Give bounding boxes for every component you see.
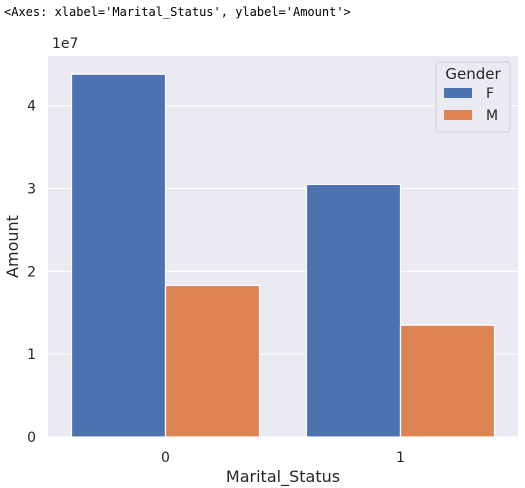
bars	[70, 73, 496, 438]
legend-swatch-F	[444, 88, 472, 98]
legend-title: Gender	[445, 65, 501, 83]
legend: Gender FM	[435, 61, 511, 133]
legend-label-F: F	[486, 86, 494, 102]
bar-M-1	[399, 324, 496, 438]
y-tick-label: 3	[27, 182, 36, 198]
output-repr: <Axes: xlabel='Marital_Status', ylabel='…	[4, 5, 351, 19]
y-tick-label: 2	[27, 264, 36, 280]
bar-F-1	[305, 183, 402, 438]
y-tick-label: 1	[27, 347, 36, 363]
x-tick-label: 1	[396, 450, 405, 466]
y-tick-label: 4	[27, 99, 36, 115]
y-tick-label: 0	[27, 430, 36, 446]
x-tick-label: 0	[161, 450, 170, 466]
x-axis-label: Marital_Status	[226, 467, 340, 487]
legend-label-M: M	[486, 108, 498, 124]
legend-swatch-M	[444, 110, 472, 120]
y-offset-text: 1e7	[52, 36, 78, 52]
bar-M-0	[164, 284, 261, 438]
y-ticks: 0 1 2 3 4	[27, 99, 36, 446]
bar-F-0	[70, 73, 167, 438]
y-axis-label: Amount	[3, 215, 22, 278]
